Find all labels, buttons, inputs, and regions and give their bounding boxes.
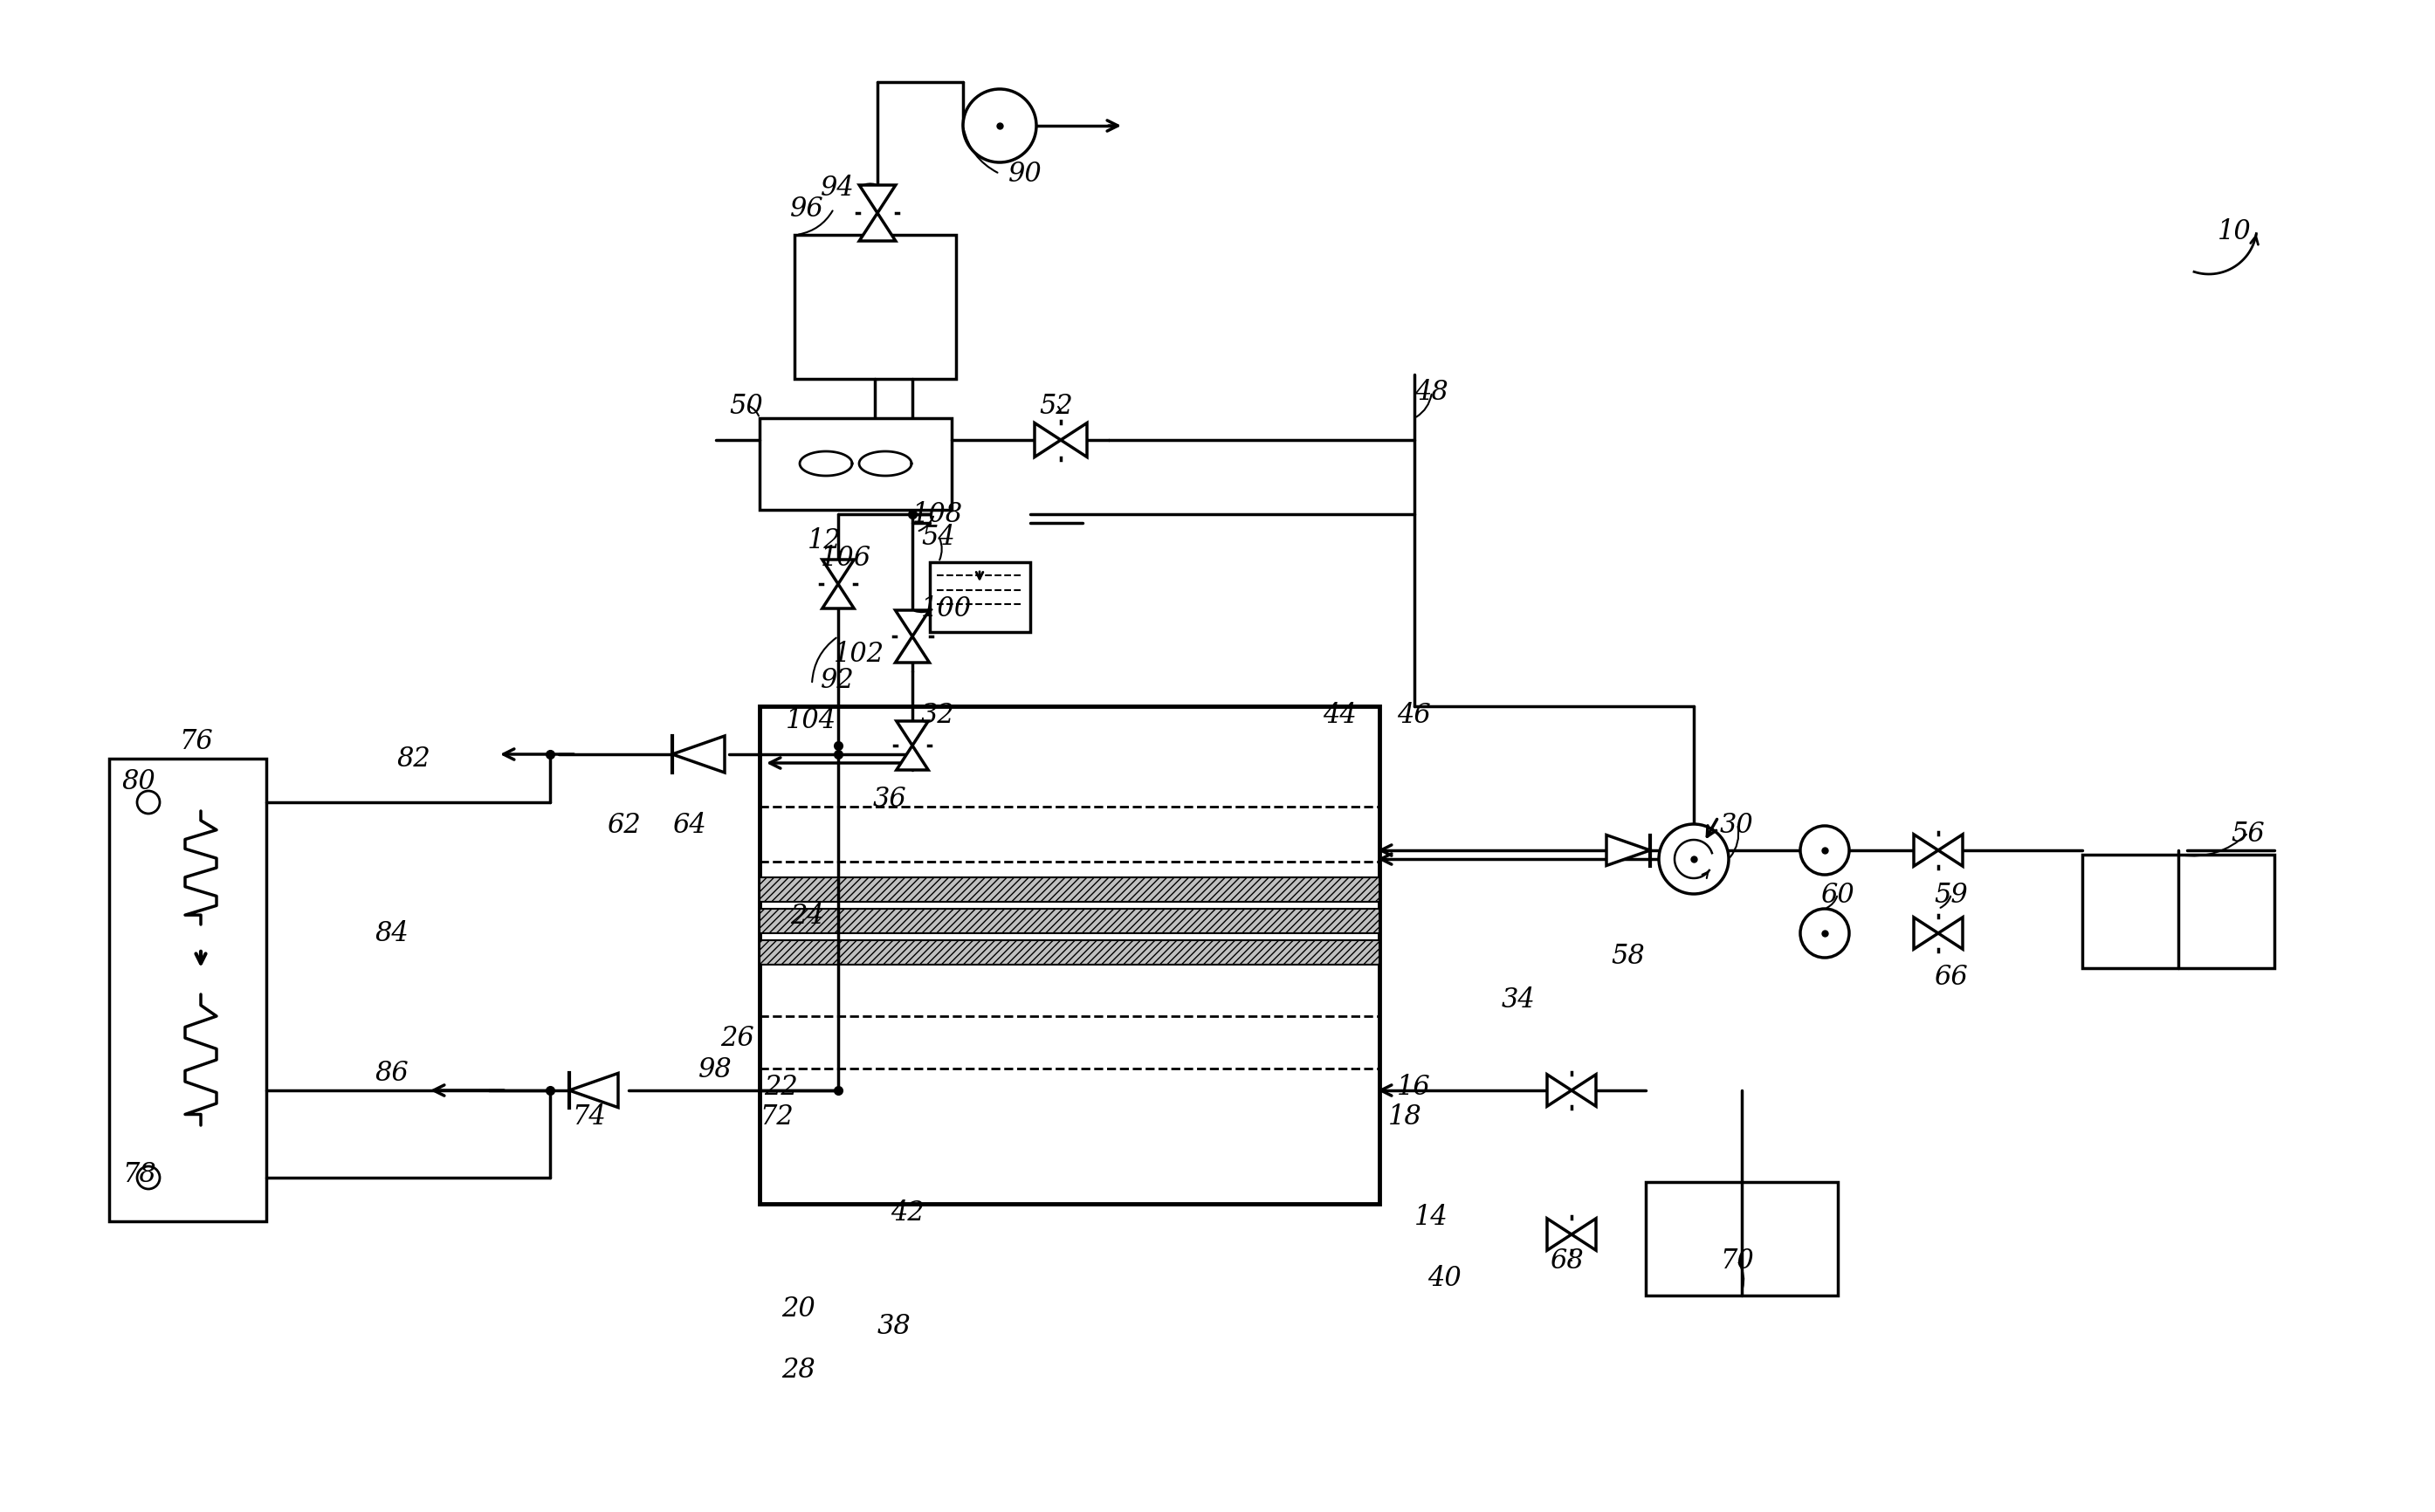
Circle shape bbox=[1658, 824, 1729, 894]
Text: 94: 94 bbox=[821, 174, 855, 201]
Text: 106: 106 bbox=[821, 544, 872, 572]
Bar bbox=[930, 562, 1030, 632]
Text: 10: 10 bbox=[2218, 218, 2252, 245]
Polygon shape bbox=[1546, 1219, 1571, 1250]
Polygon shape bbox=[1571, 1075, 1595, 1107]
Text: 12: 12 bbox=[808, 528, 843, 555]
Text: 30: 30 bbox=[1719, 810, 1753, 838]
Text: 16: 16 bbox=[1398, 1072, 1432, 1099]
Text: 34: 34 bbox=[1502, 986, 1536, 1013]
Text: 60: 60 bbox=[1821, 881, 1853, 907]
Bar bbox=[760, 940, 1381, 965]
Polygon shape bbox=[570, 1074, 618, 1108]
Polygon shape bbox=[1546, 1075, 1571, 1107]
Circle shape bbox=[136, 1166, 161, 1188]
Text: 64: 64 bbox=[672, 810, 706, 838]
Text: 38: 38 bbox=[877, 1312, 911, 1340]
Text: 28: 28 bbox=[782, 1356, 816, 1383]
Circle shape bbox=[1799, 909, 1848, 959]
Polygon shape bbox=[823, 559, 855, 585]
Text: 68: 68 bbox=[1549, 1247, 1583, 1275]
Text: 40: 40 bbox=[1427, 1264, 1461, 1291]
Bar bbox=[794, 236, 957, 380]
Text: 98: 98 bbox=[699, 1055, 733, 1083]
Polygon shape bbox=[1938, 835, 1963, 866]
Text: 22: 22 bbox=[765, 1072, 799, 1099]
Circle shape bbox=[136, 791, 161, 813]
Text: 50: 50 bbox=[728, 392, 762, 419]
Polygon shape bbox=[1062, 423, 1086, 458]
Polygon shape bbox=[896, 745, 928, 771]
Polygon shape bbox=[672, 736, 726, 773]
Text: 46: 46 bbox=[1398, 702, 1432, 729]
Text: 32: 32 bbox=[920, 702, 955, 729]
Polygon shape bbox=[1938, 918, 1963, 950]
Text: 70: 70 bbox=[1719, 1247, 1753, 1275]
Text: 59: 59 bbox=[1933, 881, 1967, 907]
Bar bbox=[760, 706, 1381, 1204]
Text: 52: 52 bbox=[1040, 392, 1074, 419]
Text: 96: 96 bbox=[789, 197, 823, 222]
Text: 42: 42 bbox=[891, 1199, 925, 1226]
Text: 62: 62 bbox=[606, 810, 640, 838]
Text: 36: 36 bbox=[874, 785, 906, 812]
Bar bbox=[1646, 1182, 1838, 1296]
Text: 84: 84 bbox=[375, 919, 409, 947]
Text: 100: 100 bbox=[920, 596, 972, 623]
Text: 82: 82 bbox=[397, 745, 431, 773]
Circle shape bbox=[1799, 826, 1848, 875]
Text: 66: 66 bbox=[1933, 963, 1967, 990]
Text: 18: 18 bbox=[1388, 1104, 1422, 1131]
Text: 58: 58 bbox=[1612, 942, 1644, 969]
Polygon shape bbox=[823, 585, 855, 609]
Text: 56: 56 bbox=[2230, 820, 2265, 847]
Bar bbox=[2082, 854, 2274, 969]
Text: 48: 48 bbox=[1415, 380, 1449, 407]
Text: 80: 80 bbox=[122, 768, 156, 794]
Polygon shape bbox=[1035, 423, 1062, 458]
Text: 86: 86 bbox=[375, 1060, 409, 1087]
Text: 26: 26 bbox=[721, 1025, 755, 1052]
Circle shape bbox=[962, 89, 1037, 163]
Polygon shape bbox=[1571, 1219, 1595, 1250]
Text: 20: 20 bbox=[782, 1296, 816, 1321]
Polygon shape bbox=[860, 213, 896, 242]
Text: 90: 90 bbox=[1008, 160, 1042, 187]
Text: 78: 78 bbox=[122, 1160, 156, 1187]
Bar bbox=[760, 877, 1381, 903]
Polygon shape bbox=[896, 721, 928, 745]
Text: 24: 24 bbox=[789, 903, 823, 930]
Polygon shape bbox=[1607, 836, 1651, 866]
Bar bbox=[760, 419, 952, 511]
Text: 74: 74 bbox=[572, 1104, 606, 1131]
Text: 44: 44 bbox=[1322, 702, 1356, 729]
Polygon shape bbox=[860, 186, 896, 213]
Text: 92: 92 bbox=[821, 667, 855, 694]
Text: 108: 108 bbox=[913, 502, 964, 528]
Text: 102: 102 bbox=[833, 641, 884, 668]
Text: 14: 14 bbox=[1415, 1204, 1449, 1231]
Bar bbox=[760, 909, 1381, 933]
Text: 72: 72 bbox=[760, 1104, 794, 1131]
Text: 104: 104 bbox=[787, 706, 838, 733]
Polygon shape bbox=[896, 637, 930, 664]
Polygon shape bbox=[896, 611, 930, 637]
Bar bbox=[110, 759, 265, 1222]
Text: 54: 54 bbox=[920, 523, 955, 550]
Polygon shape bbox=[1914, 918, 1938, 950]
Polygon shape bbox=[1914, 835, 1938, 866]
Text: 76: 76 bbox=[180, 729, 212, 754]
